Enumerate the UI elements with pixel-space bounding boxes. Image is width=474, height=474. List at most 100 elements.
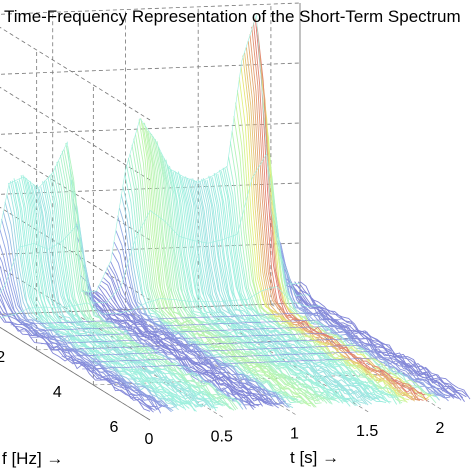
spectrum-slice [186, 177, 358, 407]
spectrum-slice [52, 171, 224, 407]
frequency-row-line [0, 15, 301, 293]
spectrum-slice [33, 183, 204, 406]
chart-grid [0, 2, 442, 421]
frequency-row-line [81, 356, 403, 370]
spectrum-slice [79, 275, 251, 406]
spectrum-slice [222, 167, 394, 398]
spectrum-slice [135, 134, 306, 402]
grid-line [0, 2, 301, 15]
frequency-row-line [10, 312, 331, 326]
spectrum-slice [260, 70, 431, 401]
spectrum-slice [263, 117, 435, 397]
spectrum-slice [49, 175, 220, 406]
spectrum-slice [245, 47, 417, 399]
grid-line [0, 146, 151, 241]
spectrum-slice [133, 138, 304, 403]
spectrum-slice [0, 315, 151, 412]
spectrum-slice [278, 249, 449, 402]
spectrum-slice [213, 173, 385, 400]
frequency-row-line [30, 325, 352, 338]
spectrum-slice [6, 194, 178, 408]
spectrum-slice [15, 181, 187, 411]
chart-title: Time-Frequency Representation of the Sho… [4, 7, 461, 26]
spectrum-slice [183, 176, 354, 399]
frequency-row-line [41, 331, 362, 345]
spectrum-slice [203, 178, 374, 401]
x-tick-label: 1.5 [356, 423, 378, 440]
spectrum-slice [265, 144, 437, 404]
spectrum-slice [0, 276, 163, 411]
spectrum-slice [235, 102, 406, 402]
y-tick-label: 6 [110, 419, 119, 436]
spectrum-slice [117, 215, 288, 408]
surface-lines [0, 15, 471, 414]
spectrum-slice [94, 290, 265, 404]
spectrum-slice [63, 149, 235, 411]
spectrum-slice [251, 26, 422, 401]
spectrum-slice [170, 169, 342, 400]
frequency-row-line [0, 286, 321, 319]
spectrum-slice [176, 172, 347, 403]
x-axis-label: t [s] → [290, 448, 339, 467]
spectrum-slice [270, 209, 442, 397]
spectrum-slice [90, 292, 261, 406]
spectrum-slice [240, 66, 412, 399]
spectrum-slice [208, 175, 380, 401]
spectrum-slice [161, 155, 333, 405]
spectrum-slice [99, 284, 270, 405]
spectrum-slice [31, 184, 202, 408]
spectrum-slice [106, 267, 277, 405]
spectrum-slice [197, 179, 369, 406]
spectrum-slice [211, 177, 383, 402]
grid-line [0, 327, 151, 421]
spectrum-slice [20, 175, 192, 405]
spectrum-slice [47, 177, 218, 409]
spectrum-slice [151, 133, 322, 404]
spectrum-slice [76, 235, 247, 410]
frequency-row-line [61, 344, 382, 357]
x-tick-label: 2 [435, 420, 444, 437]
grid-line [0, 122, 301, 135]
frequency-row-line [51, 337, 372, 351]
y-tick-label: 2 [0, 349, 5, 366]
spectrum-slice [129, 154, 301, 403]
spectrum-slice [169, 165, 340, 404]
x-tick-label: 0.5 [211, 428, 233, 445]
spectrum-slice [272, 218, 444, 397]
spectrum-slice [0, 311, 154, 413]
frequency-row-line [20, 318, 341, 332]
grid-line [0, 26, 151, 121]
spectrum-slice [138, 119, 310, 407]
spectrum-slice [231, 131, 403, 404]
spectrum-slice [296, 284, 467, 398]
spectrum-slice [1, 218, 172, 413]
spectrum-slice [258, 48, 430, 400]
grid-line [0, 62, 301, 75]
spectrum-slice [206, 179, 378, 401]
grid-line [0, 206, 151, 301]
spectrum-slice [11, 180, 183, 406]
spectrum-slice [8, 182, 179, 411]
spectrum-slice [120, 194, 292, 406]
x-tick-label: 1 [290, 426, 299, 443]
frequency-row-line [71, 350, 392, 363]
spectrum-slice [0, 293, 160, 411]
spectrum-slice [54, 166, 226, 406]
spectrum-slice [67, 145, 238, 410]
y-tick-label: 4 [53, 384, 62, 401]
spectrum-slice [192, 178, 363, 401]
spectrum-slice [65, 142, 237, 411]
grid-line [198, 306, 369, 413]
spectrum-slice [188, 179, 360, 403]
spectrum-slice [108, 264, 279, 409]
axis-ticks: 0 0.5 1 1.5 2 2 4 6 [0, 349, 444, 448]
spectrum-slice [18, 179, 190, 409]
grid-line [0, 86, 151, 181]
spectrum-slice [40, 186, 212, 409]
spectrum-slice [294, 281, 465, 402]
spectrum-slice [297, 281, 469, 397]
y-axis-label: f [Hz] → [2, 449, 63, 468]
spectrum-slice [228, 156, 399, 399]
grid-line [0, 242, 301, 255]
